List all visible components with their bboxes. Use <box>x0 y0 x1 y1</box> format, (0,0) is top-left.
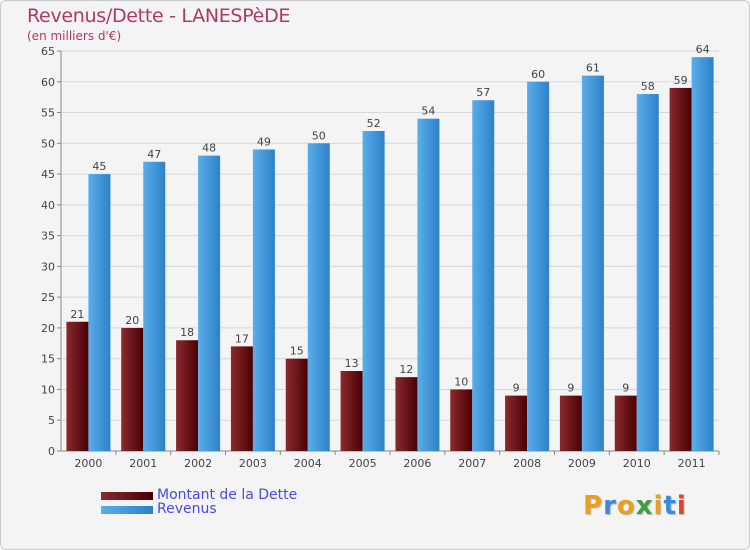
bar-debt <box>669 87 692 451</box>
x-tick-label: 2010 <box>623 457 651 470</box>
logo-letter: i <box>676 491 687 521</box>
y-tick-label: 40 <box>41 199 55 212</box>
bar-revenus <box>362 131 385 451</box>
y-tick-label: 35 <box>41 230 55 243</box>
bar-revenus <box>88 174 111 452</box>
data-label-debt: 20 <box>125 314 139 327</box>
x-tick-label: 2011 <box>678 457 706 470</box>
data-label-revenus: 64 <box>696 43 710 56</box>
data-label-debt: 9 <box>513 382 520 395</box>
bar-revenus <box>143 161 166 451</box>
logo-letter: t <box>663 491 677 521</box>
x-tick-label: 2009 <box>568 457 596 470</box>
legend-swatch-revenus <box>101 506 153 514</box>
y-tick-label: 55 <box>41 107 55 120</box>
logo-letter: o <box>616 491 636 521</box>
bar-debt <box>559 395 582 451</box>
data-label-debt: 12 <box>399 363 413 376</box>
chart-title: Revenus/Dette - LANESPèDE <box>27 5 291 27</box>
x-tick-label: 2008 <box>513 457 541 470</box>
data-label-debt: 13 <box>345 357 359 370</box>
chart-subtitle: (en milliers d'€) <box>27 29 122 43</box>
data-label-revenus: 61 <box>586 62 600 75</box>
data-label-debt: 59 <box>674 74 688 87</box>
data-label-revenus: 48 <box>202 142 216 155</box>
bar-revenus <box>636 94 659 452</box>
data-label-revenus: 45 <box>92 160 106 173</box>
bar-revenus <box>252 149 275 451</box>
y-tick-label: 15 <box>41 353 55 366</box>
x-tick-label: 2007 <box>458 457 486 470</box>
bar-debt <box>340 371 363 451</box>
x-tick-label: 2002 <box>184 457 212 470</box>
data-label-revenus: 58 <box>641 80 655 93</box>
grid-layer <box>61 50 719 421</box>
data-label-revenus: 50 <box>312 129 326 142</box>
bar-debt <box>395 377 418 451</box>
data-label-debt: 18 <box>180 326 194 339</box>
bar-revenus <box>417 118 440 451</box>
data-label-revenus: 54 <box>421 105 435 118</box>
bar-debt <box>230 346 253 451</box>
y-tick-label: 65 <box>41 45 55 58</box>
y-tick-label: 25 <box>41 291 55 304</box>
y-tick-label: 20 <box>41 322 55 335</box>
data-label-debt: 17 <box>235 332 249 345</box>
bar-revenus <box>691 57 714 452</box>
data-label-revenus: 49 <box>257 135 271 148</box>
logo-letter: x <box>635 491 654 521</box>
y-tick-label: 10 <box>41 383 55 396</box>
y-tick-label: 0 <box>48 445 55 458</box>
data-labels-layer: 21 45 20 47 18 48 17 49 15 50 13 52 12 54 10 57 9 60 9 61 9 5… <box>70 43 709 394</box>
logo-letter: r <box>603 491 617 521</box>
y-tick-label: 50 <box>41 137 55 150</box>
bar-revenus <box>581 75 604 451</box>
bar-debt <box>450 389 473 451</box>
axis-layer: 0 5 10 15 20 25 30 35 40 45 50 55 60 65 2000 2001 2002 20… <box>41 45 720 470</box>
y-tick-label: 60 <box>41 76 55 89</box>
data-label-debt: 10 <box>454 375 468 388</box>
bar-revenus <box>527 81 550 452</box>
data-label-revenus: 47 <box>147 148 161 161</box>
data-label-revenus: 52 <box>367 117 381 130</box>
x-tick-label: 2006 <box>403 457 431 470</box>
y-tick-label: 5 <box>48 414 55 427</box>
legend-label-debt: Montant de la Dette <box>157 487 298 503</box>
y-tick-label: 30 <box>41 260 55 273</box>
bar-revenus <box>198 155 221 451</box>
x-tick-label: 2000 <box>74 457 102 470</box>
data-label-revenus: 57 <box>476 86 490 99</box>
bars-layer <box>66 57 714 452</box>
logo-letter: P <box>583 491 604 521</box>
bar-debt <box>176 340 199 451</box>
x-tick-label: 2005 <box>349 457 377 470</box>
data-label-debt: 9 <box>622 382 629 395</box>
bar-debt <box>66 321 89 451</box>
bar-revenus <box>307 143 330 452</box>
bar-debt <box>121 327 144 451</box>
legend-label-revenus: Revenus <box>157 501 217 517</box>
legend-swatch-debt <box>101 492 153 500</box>
data-label-debt: 21 <box>70 308 84 321</box>
bar-debt <box>285 358 308 451</box>
x-tick-label: 2001 <box>129 457 157 470</box>
y-tick-label: 45 <box>41 168 55 181</box>
bar-revenus <box>472 100 495 451</box>
x-tick-label: 2003 <box>239 457 267 470</box>
bar-debt <box>614 395 637 451</box>
data-label-revenus: 60 <box>531 68 545 81</box>
bar-debt <box>505 395 528 451</box>
logo-letter: i <box>653 491 664 521</box>
x-tick-label: 2004 <box>294 457 322 470</box>
proxiti-logo: Proxiti <box>583 491 687 521</box>
data-label-debt: 15 <box>290 345 304 358</box>
data-label-debt: 9 <box>567 382 574 395</box>
